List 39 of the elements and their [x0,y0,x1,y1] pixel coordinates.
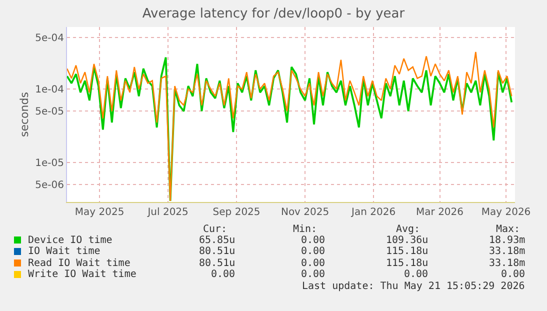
text: 115.18u [386,246,428,257]
y-tick-label: 1e-05 [35,158,64,170]
y-tick-label: 1e-04 [35,84,64,96]
text: 0.00 [211,269,236,280]
legend-label: Device IO time [28,235,112,246]
y-tick-label: 5e-04 [35,33,64,44]
x-tick-label: May 2025 [74,207,124,218]
text: 0.00 [301,258,326,269]
text: 18.93m [489,235,526,246]
text: 80.51u [199,258,236,269]
text: Max: [496,224,520,235]
x-tick-label: Nov 2025 [280,207,330,218]
legend-label: Write IO Wait time [28,269,136,280]
y-axis-title: seconds [18,92,31,137]
text: 33.18m [489,246,526,257]
y-tick-label: 5e-05 [35,106,64,118]
text: Avg: [396,224,420,235]
text: 0.00 [404,269,428,280]
text: 109.36u [386,235,428,246]
x-tick-label: Jan 2026 [350,207,396,218]
text: 33.18m [489,258,526,269]
text: 65.85u [199,235,236,246]
text: 0.00 [301,235,326,246]
text: 0.00 [301,269,326,280]
text: Last update: Thu May 21 15:05:29 2026 [302,281,525,292]
x-tick-label: Mar 2026 [416,207,464,218]
text: 115.18u [386,258,428,269]
x-tick-label: Jul 2025 [146,207,188,218]
text: 0.00 [501,269,526,280]
text: Min: [293,224,318,235]
x-tick-label: May 2026 [481,207,531,218]
text: 0.00 [301,246,326,257]
text: Cur: [203,224,228,235]
y-tick-label: 5e-06 [35,180,64,192]
legend-label: IO Wait time [28,246,100,257]
x-tick-label: Sep 2025 [212,207,260,218]
legend-label: Read IO Wait time [28,258,130,269]
chart-title: Average latency for /dev/loop0 - by year [142,6,406,22]
text: 80.51u [199,246,236,257]
